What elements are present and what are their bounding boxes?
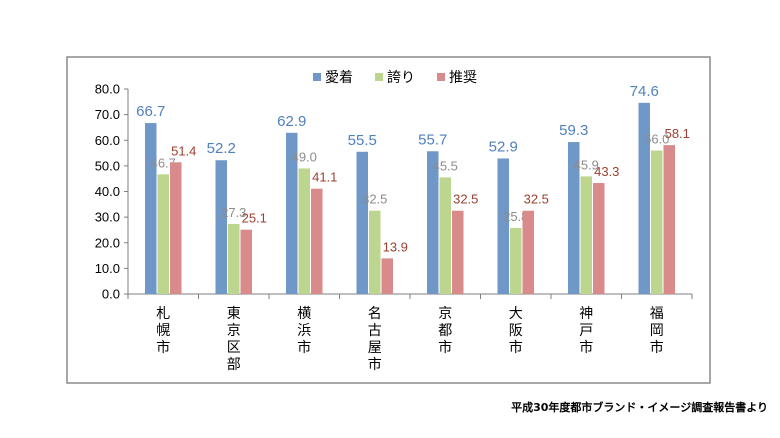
data-label: 27.3 [221,205,246,220]
category-label-char: 都 [438,323,452,339]
bar-誇り [298,168,310,294]
data-label: 56.0 [644,132,669,147]
data-label: 52.9 [489,138,518,155]
data-label: 52.2 [207,140,236,157]
data-label: 25.8 [503,209,528,224]
bar-愛着 [145,123,157,294]
y-tick-label: 0.0 [102,287,120,302]
category-label-char: 市 [579,339,593,356]
legend-label: 愛着 [325,70,353,86]
data-label: 32.5 [453,192,478,207]
data-label: 59.3 [559,122,588,139]
bar-誇り [228,224,240,294]
bar-推奨 [663,145,675,294]
y-tick-label: 20.0 [95,235,120,250]
bar-愛着 [215,160,227,294]
y-tick-label: 40.0 [95,184,120,199]
category-label-char: 市 [156,339,170,356]
source-note: 平成30年度都市ブランド・イメージ調査報告書より [511,401,768,414]
data-label: 41.1 [312,170,337,185]
category-label-char: 古 [368,323,382,339]
data-label: 32.5 [524,192,549,207]
legend-swatch [313,73,321,81]
data-label: 25.1 [242,211,267,226]
data-label: 55.5 [348,132,377,149]
category-label-char: 屋 [368,340,382,356]
bar-推奨 [593,183,605,294]
category-label-char: 区 [227,340,241,356]
data-label: 45.9 [574,157,599,172]
category-label-char: 京 [438,306,452,322]
category-label-char: 戸 [579,323,593,339]
category-label-char: 幌 [156,323,170,339]
category-label-char: 札 [156,306,170,322]
data-label: 45.5 [433,158,458,173]
data-label: 58.1 [665,126,690,141]
bar-推奨 [311,188,323,294]
data-label: 32.5 [362,192,387,207]
category-label-char: 市 [438,339,452,356]
legend-swatch [375,73,383,81]
bar-愛着 [568,142,580,294]
bar-愛着 [497,158,509,294]
data-label: 13.9 [383,239,408,254]
category-label-char: 岡 [650,323,664,339]
bar-誇り [580,176,592,294]
bar-誇り [439,177,451,294]
bar-誇り [651,150,663,294]
y-tick-label: 10.0 [95,261,120,276]
category-label-char: 東 [227,306,241,322]
bar-推奨 [452,210,464,294]
bar-愛着 [638,102,650,295]
bar-愛着 [286,132,298,294]
y-tick-label: 50.0 [95,158,120,173]
category-label-char: 横 [297,306,311,322]
legend-swatch [437,73,445,81]
category-label-char: 市 [297,339,311,356]
bar-推奨 [522,210,534,294]
category-label-char: 市 [509,339,523,356]
data-label: 55.7 [418,131,447,148]
category-label-char: 大 [509,306,523,322]
category-label-char: 浜 [297,323,311,339]
y-tick-label: 30.0 [95,210,120,225]
category-label-char: 阪 [509,323,523,339]
data-label: 62.9 [277,113,306,130]
y-tick-label: 60.0 [95,133,120,148]
category-label-char: 福 [650,306,664,322]
category-label-char: 神 [579,306,593,322]
data-label: 43.3 [594,164,619,179]
category-label-char: 京 [227,323,241,339]
data-label: 74.6 [630,83,659,100]
category-label-char: 市 [650,339,664,356]
bar-誇り [157,174,169,294]
y-tick-label: 70.0 [95,107,120,122]
bar-愛着 [427,151,439,294]
bar-誇り [510,227,522,294]
data-label: 49.0 [292,149,317,164]
category-label-char: 部 [227,357,241,373]
legend-label: 誇り [387,70,415,86]
legend-label: 推奨 [449,70,477,86]
y-tick-label: 80.0 [95,82,120,97]
bar-誇り [369,210,381,294]
data-label: 51.4 [171,143,196,158]
bar-推奨 [170,162,182,294]
data-label: 66.7 [136,103,165,120]
bar-愛着 [356,151,368,294]
category-label-char: 名 [368,306,382,322]
bar-推奨 [240,229,252,294]
data-label: 46.7 [151,155,176,170]
bar-推奨 [381,258,393,294]
category-label-char: 市 [368,356,382,373]
